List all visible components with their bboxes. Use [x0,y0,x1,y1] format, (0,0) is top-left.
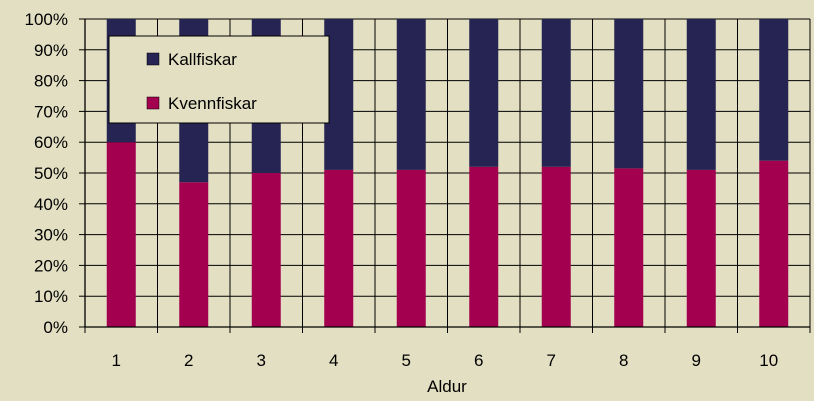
legend: Kallfiskar Kvennfiskar [108,35,330,124]
bar-kvennfiskar-7 [541,166,571,327]
bar-kallfiskar-10 [759,19,789,161]
x-tick-label: 5 [402,351,411,370]
legend-box [108,35,330,124]
bar-kvennfiskar-1 [106,142,136,327]
legend-label-kvennfiskar: Kvennfiskar [168,94,257,113]
bar-kvennfiskar-8 [614,168,644,327]
bar-kvennfiskar-5 [396,169,426,327]
legend-swatch-kallfiskar [146,52,160,66]
bar-kallfiskar-8 [614,19,644,169]
axes [84,19,810,328]
x-tick-label: 4 [329,351,338,370]
bar-kvennfiskar-2 [179,182,209,327]
y-tick-label: 10% [34,287,68,306]
bar-kvennfiskar-6 [469,166,499,327]
y-tick-label: 70% [34,102,68,121]
legend-swatch-kvennfiskar [146,96,160,110]
bar-kallfiskar-9 [686,19,716,170]
x-tick-label: 9 [692,351,701,370]
x-tick-label: 10 [759,351,778,370]
y-tick-label: 80% [34,72,68,91]
bar-kvennfiskar-9 [686,169,716,327]
x-tick-label: 8 [619,351,628,370]
x-tick-label: 2 [184,351,193,370]
y-tick-labels: 0% 10% 20% 30% 40% 50% 60% 70% 80% 90% 100% [25,10,68,337]
bar-kvennfiskar-4 [324,169,354,327]
x-tick-label: 6 [474,351,483,370]
x-tick-label: 3 [257,351,266,370]
x-axis-title: Aldur [427,377,467,396]
bar-kvennfiskar-10 [759,160,789,327]
y-tick-label: 100% [25,10,68,29]
y-tick-label: 40% [34,195,68,214]
y-tick-label: 90% [34,41,68,60]
y-tick-label: 30% [34,226,68,245]
legend-label-kallfiskar: Kallfiskar [168,50,237,69]
x-tick-label: 1 [112,351,121,370]
y-tick-label: 20% [34,256,68,275]
bar-kallfiskar-7 [541,19,571,167]
y-tick-label: 50% [34,164,68,183]
bar-kallfiskar-6 [469,19,499,167]
bar-kallfiskar-5 [396,19,426,170]
x-tick-label: 7 [547,351,556,370]
bar-kvennfiskar-3 [251,173,281,327]
x-tick-labels: 1 2 3 4 5 6 7 8 9 10 [112,351,779,370]
y-tick-label: 0% [43,318,68,337]
y-tick-label: 60% [34,133,68,152]
